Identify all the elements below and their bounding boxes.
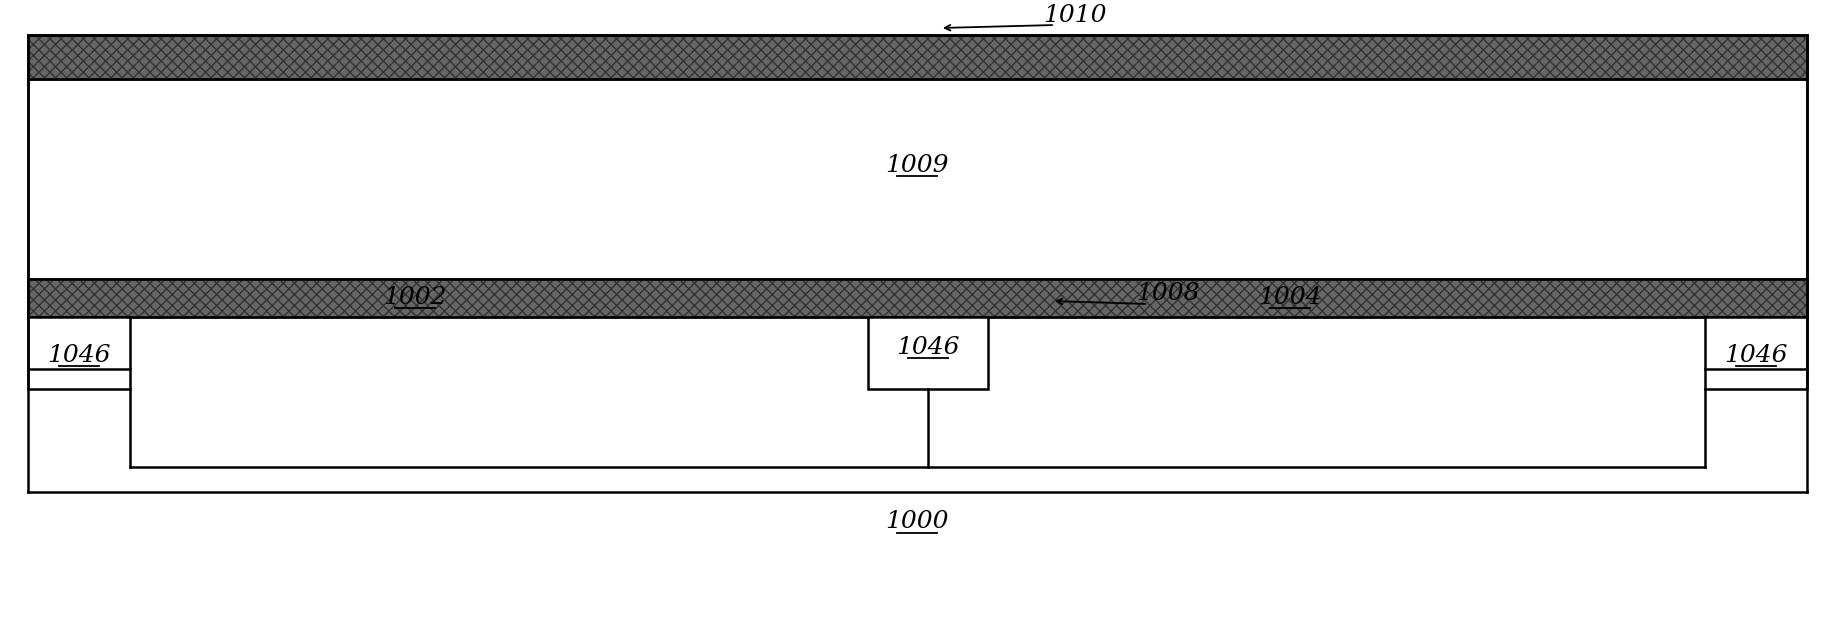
Bar xyxy=(28,35,1807,79)
Text: 1009: 1009 xyxy=(884,154,949,176)
Text: 1002: 1002 xyxy=(384,285,446,308)
Text: 1046: 1046 xyxy=(48,343,110,366)
Bar xyxy=(28,317,130,389)
Bar xyxy=(28,279,1807,317)
Text: 1046: 1046 xyxy=(895,336,960,359)
Bar xyxy=(1705,317,1807,389)
Bar xyxy=(28,279,1807,317)
Bar xyxy=(28,35,1807,79)
Text: 1010: 1010 xyxy=(1044,3,1107,27)
Bar xyxy=(28,279,1807,317)
Bar xyxy=(28,79,1807,279)
Text: 1000: 1000 xyxy=(884,510,949,534)
Text: 1008: 1008 xyxy=(1136,282,1200,306)
Text: 1046: 1046 xyxy=(1725,343,1787,366)
Bar xyxy=(868,317,987,389)
Text: 1004: 1004 xyxy=(1259,285,1321,308)
Bar xyxy=(28,35,1807,79)
